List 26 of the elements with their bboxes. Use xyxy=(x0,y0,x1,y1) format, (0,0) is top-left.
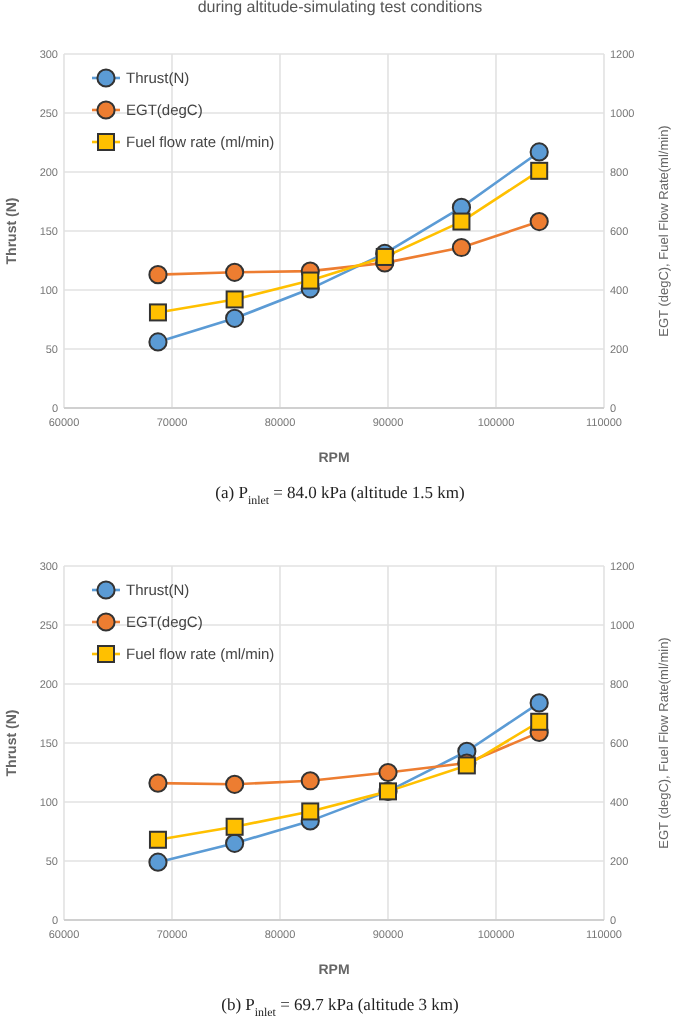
chart-title: during altitude-simulating test conditions xyxy=(197,0,483,16)
point xyxy=(451,237,472,258)
point xyxy=(530,161,549,180)
text: (a) P$_{inlet}$ = 84.0 kPa (altitude 1.5 km) xyxy=(215,482,465,508)
point xyxy=(148,265,168,285)
point xyxy=(225,262,245,282)
point xyxy=(530,712,549,731)
point xyxy=(378,762,398,783)
point xyxy=(529,142,549,162)
text: (b) P$_{inlet}$ = 69.7 kPa (altitude 3 km) xyxy=(221,994,460,1020)
point xyxy=(529,211,549,232)
point xyxy=(148,830,167,849)
point xyxy=(148,303,167,322)
point xyxy=(225,308,245,328)
point xyxy=(301,802,320,821)
point xyxy=(225,817,244,836)
point xyxy=(148,852,168,872)
point xyxy=(225,290,244,309)
point xyxy=(225,833,245,853)
point xyxy=(300,771,320,791)
point xyxy=(148,332,168,352)
point xyxy=(452,212,471,231)
point xyxy=(148,773,168,793)
point xyxy=(301,271,320,290)
point xyxy=(225,774,245,794)
point xyxy=(529,693,549,713)
